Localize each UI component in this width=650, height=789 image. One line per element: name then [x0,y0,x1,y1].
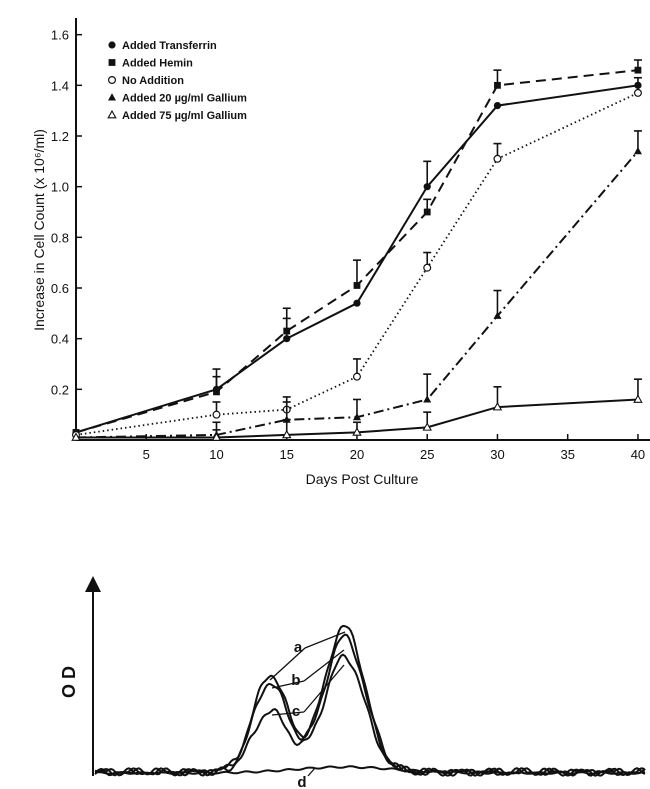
series-3 [71,76,642,439]
series-line [75,150,639,439]
series-2 [72,59,642,436]
cell-count-chart: 5 10 15 20 25 30 35 400.20.40.60.81.01.21.41.6 … [31,18,650,487]
y-tick-label: 0.6 [51,281,69,296]
data-point [352,427,362,436]
legend: Added Transferrin Added Hemin No Addition A… [107,40,247,122]
x-tick-label: 20 [350,447,364,462]
data-point [283,327,291,335]
curve-label: c [292,703,300,720]
data-point [634,66,642,74]
od-axis-label: O D [59,666,79,698]
data-point [422,422,432,431]
trace-curve [94,624,646,777]
data-point [212,410,221,419]
data-point [493,102,502,110]
leader-line [307,767,316,777]
legend-marker [107,109,117,119]
y-axis-label: Increase in Cell Count (x 10⁶/ml) [31,129,47,331]
data-point [71,432,81,441]
legend-entry: Added Hemin [122,58,193,70]
data-point [423,395,432,403]
tick-marks [76,33,639,440]
data-point [493,311,502,319]
data-point [352,413,361,421]
legend-marker [108,93,116,101]
data-point [281,429,292,439]
axes [75,18,650,441]
legend-marker [108,59,116,66]
x-tick-label: 15 [279,447,293,462]
data-point [494,81,501,89]
data-point [493,154,502,163]
data-point [423,208,431,216]
x-tick-label: 40 [631,447,645,462]
y-tick-label: 0.2 [51,382,69,397]
y-tick-label: 1.6 [51,28,69,43]
data-point [633,147,642,155]
data-point [353,282,361,289]
legend-entry: No Addition [122,75,184,87]
data-point [211,432,222,441]
data-point [423,183,431,191]
trace-curves [94,624,646,777]
data-point [352,372,361,381]
data-point [353,299,361,307]
y-tick-label: 1.0 [51,180,69,195]
data-point [423,263,432,272]
data-point [633,394,643,403]
y-tick-label: 1.2 [51,129,69,144]
leader-line [304,631,346,649]
curve-label: b [291,672,300,689]
trace-curve [94,653,646,777]
series-group [71,59,643,441]
x-tick-label: 10 [209,447,223,462]
legend-entry: Added Transferrin [122,40,217,52]
series-5 [71,378,643,441]
curve-label: d [297,774,306,789]
x-tick-label: 25 [420,447,434,462]
series-1 [72,81,642,436]
leader-line [271,680,305,689]
data-point [492,401,503,411]
data-point [213,388,220,396]
leader-line [303,664,345,713]
y-tick-label: 0.4 [51,332,69,347]
x-axis-label: Days Post Culture [306,471,419,487]
x-tick-label: 30 [490,447,504,462]
y-tick-label: 1.4 [51,78,69,93]
legend-entry: Added 75 µg/ml Gallium [122,110,247,122]
leader-line [303,649,345,682]
trace-labels: abc d [269,631,346,789]
data-point [633,88,642,97]
tick-labels: 5 10 15 20 25 30 35 40 0.2 0.4 0.6 0.8 1.0 1.2 1.4 1.6 [51,28,645,462]
densitometry-trace: O D abc d [59,576,646,789]
x-tick-label: 35 [560,447,574,462]
y-tick-label: 0.8 [51,230,69,245]
legend-marker [107,75,116,84]
curve-label: a [294,639,303,656]
legend-entry: Added 20 µg/ml Gallium [122,93,247,105]
trace-curve [94,765,645,775]
data-point [283,335,291,343]
leader-line [271,711,305,716]
leader-line [269,647,306,681]
x-tick-label: 5 [143,447,150,462]
legend-marker [108,41,116,49]
